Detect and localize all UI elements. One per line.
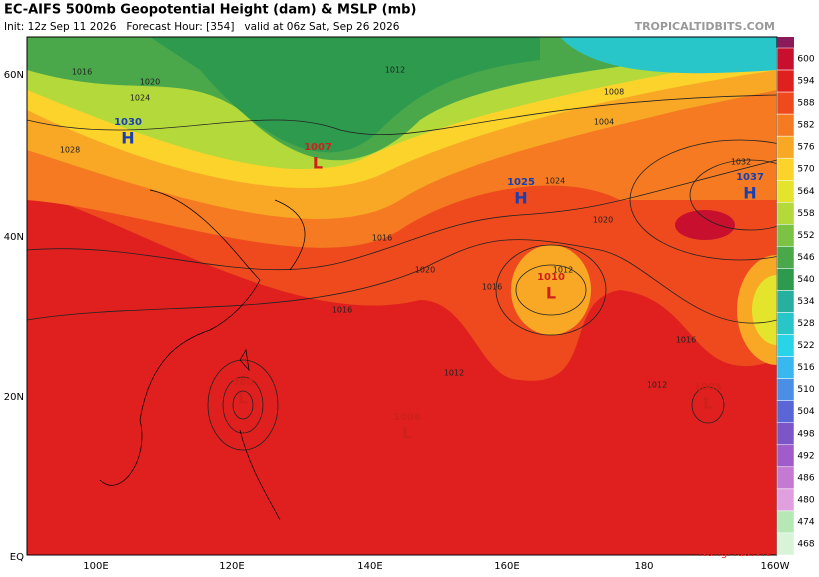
colorbar-swatch xyxy=(776,510,795,534)
isobar-label: 1020 xyxy=(140,78,160,87)
map-area xyxy=(27,37,777,555)
isobar-label: 1016 xyxy=(482,283,502,292)
lon-label: 160E xyxy=(494,561,519,572)
isobar-label: 1012 xyxy=(444,369,464,378)
colorbar-swatch xyxy=(776,290,795,313)
colorbar-swatch xyxy=(776,47,795,71)
colorbar-label: 510 xyxy=(797,385,814,395)
isobar-label: 1016 xyxy=(676,336,696,345)
pressure-value: 1037 xyxy=(736,172,764,183)
colorbar-swatch xyxy=(776,91,795,115)
watermark: NangMua.VN xyxy=(699,546,770,559)
colorbar-swatch xyxy=(776,202,795,225)
pressure-value: 1030 xyxy=(114,117,142,128)
isobar-label: 1016 xyxy=(372,234,392,243)
lon-label: 140E xyxy=(357,561,382,572)
isobar-label: 1012 xyxy=(385,66,405,75)
lon-label: 180 xyxy=(634,561,653,572)
colorbar-label: 474 xyxy=(797,517,814,527)
isobar-label: 1012 xyxy=(553,266,573,275)
pressure-center: L xyxy=(402,424,412,443)
colorbar-swatch xyxy=(776,157,795,181)
isobar-label: 1024 xyxy=(130,94,150,103)
colorbar-label: 534 xyxy=(797,297,814,307)
colorbar-label: 570 xyxy=(797,165,814,175)
lat-label: 60N xyxy=(4,70,24,81)
colorbar-label: 522 xyxy=(797,341,814,351)
pressure-value: 1006 xyxy=(393,412,421,423)
isobar-label: 1024 xyxy=(545,177,565,186)
pressure-center: L xyxy=(313,154,323,173)
pressure-center: H xyxy=(121,129,134,148)
pressure-value: 1025 xyxy=(507,177,535,188)
colorbar-swatch xyxy=(776,224,795,247)
lon-label: 120E xyxy=(219,561,244,572)
colorbar-swatch xyxy=(776,356,795,379)
colorbar-label: 564 xyxy=(797,187,814,197)
lat-label: 20N xyxy=(4,392,24,403)
lat-label: 40N xyxy=(4,232,24,243)
colorbar-label: 504 xyxy=(797,407,814,417)
colorbar-swatch xyxy=(776,444,795,468)
pressure-center: L xyxy=(703,394,713,413)
colorbar-label: 552 xyxy=(797,231,814,241)
colorbar-label: 540 xyxy=(797,275,814,285)
colorbar-label: 588 xyxy=(797,99,814,109)
colorbar-label: 528 xyxy=(797,319,814,329)
colorbar-swatch xyxy=(776,334,795,357)
lon-label: 100E xyxy=(83,561,108,572)
colorbar-swatch xyxy=(776,378,795,401)
colorbar-swatch xyxy=(776,466,795,490)
colorbar-swatch xyxy=(776,246,795,269)
colorbar-swatch xyxy=(776,135,795,159)
pressure-value: 1010 xyxy=(537,272,565,283)
colorbar-swatch xyxy=(776,180,795,203)
pressure-center: L xyxy=(546,284,556,303)
isobar-label: 1012 xyxy=(647,381,667,390)
pressure-center: H xyxy=(514,189,527,208)
colorbar-label: 492 xyxy=(797,451,814,461)
colorbar-swatch xyxy=(776,532,795,556)
colorbar-cap xyxy=(777,37,794,48)
isobar-label: 1016 xyxy=(332,306,352,315)
colorbar-label: 498 xyxy=(797,429,814,439)
pressure-value: 1007 xyxy=(304,142,332,153)
colorbar-swatch xyxy=(776,268,795,291)
colorbar-swatch xyxy=(776,113,795,137)
isobar-label: 1020 xyxy=(593,216,613,225)
colorbar-label: 516 xyxy=(797,363,814,373)
isobar-label: 1028 xyxy=(60,146,80,155)
lon-label: 160W xyxy=(761,561,790,572)
colorbar-label: 480 xyxy=(797,495,814,505)
isobar-label: 1008 xyxy=(604,88,624,97)
colorbar-label: 486 xyxy=(797,473,814,483)
colorbar-label: 576 xyxy=(797,143,814,153)
colorbar-swatch xyxy=(776,422,795,446)
isobar-label: 1004 xyxy=(594,118,614,127)
colorbar-swatch xyxy=(776,312,795,335)
title: EC-AIFS 500mb Geopotential Height (dam) … xyxy=(4,3,416,18)
brand: TROPICALTIDBITS.COM xyxy=(635,20,775,33)
colorbar-label: 582 xyxy=(797,121,814,131)
colorbar-swatch xyxy=(776,69,795,93)
pressure-value: 1005 xyxy=(694,382,722,393)
pressure-value: 980 xyxy=(233,377,254,388)
colorbar-label: 558 xyxy=(797,209,814,219)
colorbar-swatch xyxy=(776,400,795,423)
colorbar-label: 546 xyxy=(797,253,814,263)
isobar-label: 1016 xyxy=(72,68,92,77)
isobar-label: 1020 xyxy=(415,266,435,275)
subtitle: Init: 12z Sep 11 2026 Forecast Hour: [35… xyxy=(4,21,400,33)
pressure-center: H xyxy=(743,184,756,203)
lat-label: EQ xyxy=(10,552,24,563)
colorbar-swatch xyxy=(776,488,795,512)
colorbar-label: 468 xyxy=(797,539,814,549)
isobar-label: 1032 xyxy=(731,158,751,167)
colorbar-label: 594 xyxy=(797,77,814,87)
pressure-center: L xyxy=(238,389,248,408)
colorbar-label: 600 xyxy=(797,55,814,65)
